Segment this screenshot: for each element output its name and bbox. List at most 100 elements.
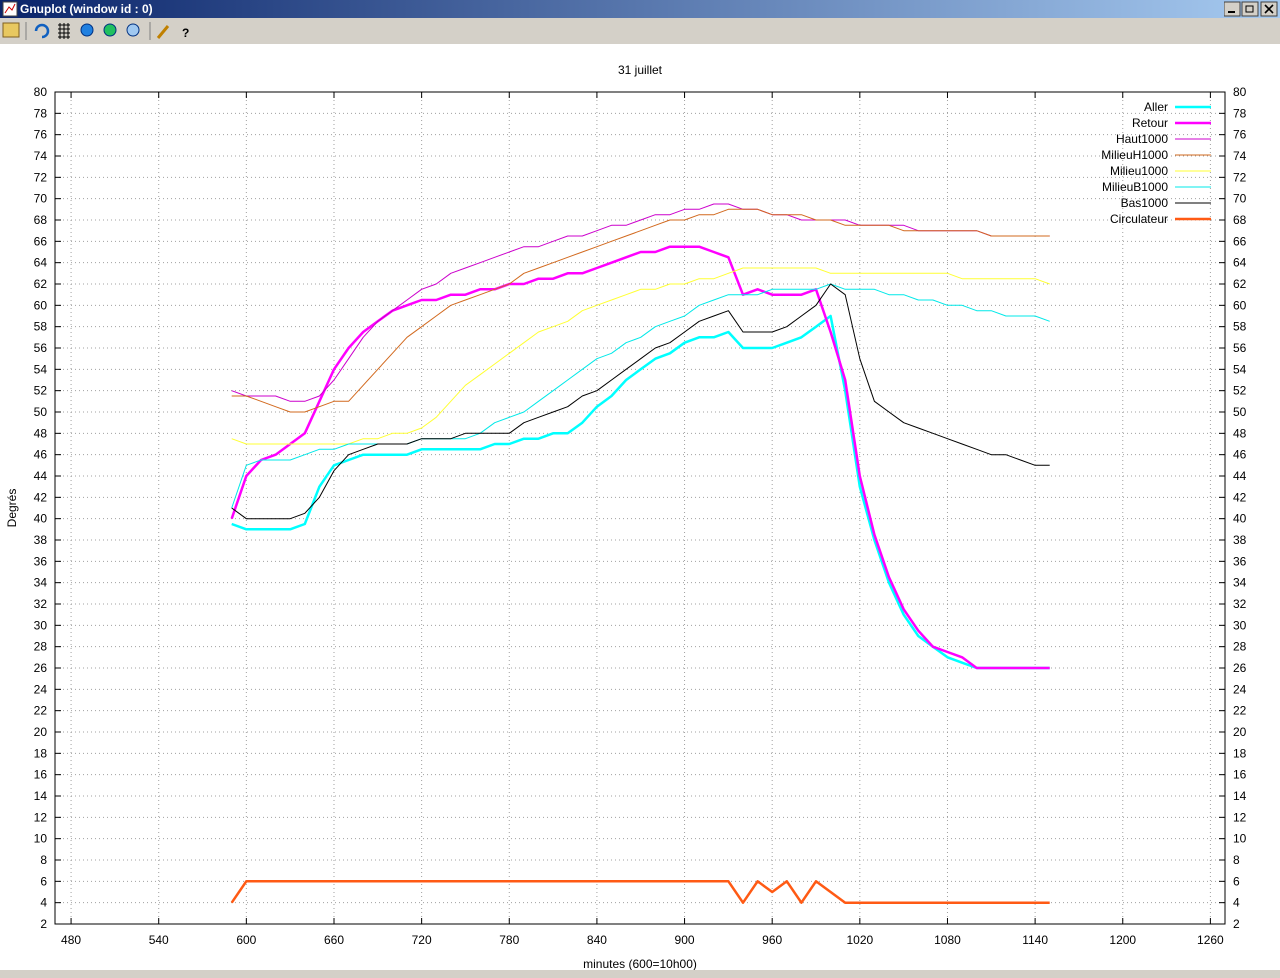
y2-tick-label: 70	[1233, 192, 1247, 206]
series-line	[231, 203, 1050, 402]
y-tick-label: 76	[34, 128, 48, 142]
y2-tick-label: 56	[1233, 341, 1247, 355]
legend-label: Bas1000	[1121, 196, 1169, 210]
y2-tick-label: 64	[1233, 256, 1247, 270]
x-tick-label: 840	[587, 933, 607, 947]
legend-label: Haut1000	[1116, 132, 1168, 146]
y-tick-label: 48	[34, 426, 48, 440]
y-tick-label: 78	[34, 106, 48, 120]
x-tick-label: 900	[675, 933, 695, 947]
series-line	[230, 880, 1050, 904]
y-tick-label: 22	[34, 704, 48, 718]
y2-tick-label: 30	[1233, 618, 1247, 632]
y2-tick-label: 68	[1233, 213, 1247, 227]
x-tick-label: 720	[412, 933, 432, 947]
y2-tick-label: 10	[1233, 832, 1247, 846]
y2-tick-label: 58	[1233, 320, 1247, 334]
y-tick-label: 56	[34, 341, 48, 355]
x-tick-label: 1080	[934, 933, 961, 947]
legend-label: Milieu1000	[1110, 164, 1168, 178]
x-tick-label: 1200	[1109, 933, 1136, 947]
window-title: Gnuplot (window id : 0)	[20, 2, 153, 16]
y-tick-label: 54	[34, 362, 48, 376]
y2-tick-label: 14	[1233, 789, 1247, 803]
x-tick-label: 1260	[1197, 933, 1224, 947]
zoom-next-button[interactable]	[103, 23, 117, 37]
plot-frame	[54, 91, 1226, 925]
series-line	[230, 245, 1050, 670]
chart-title: 31 juillet	[618, 63, 663, 77]
restore[interactable]	[1241, 1, 1259, 17]
y2-tick-label: 60	[1233, 298, 1247, 312]
chart: 31 juillet minutes (600=10h00) Degrés 24…	[0, 44, 1280, 970]
series-line	[231, 283, 1050, 509]
y-tick-label: 40	[34, 512, 48, 526]
y2-tick-label: 24	[1233, 682, 1247, 696]
y2-tick-label: 52	[1233, 384, 1247, 398]
autoscale-button[interactable]	[126, 23, 140, 37]
legend-label: Circulateur	[1110, 212, 1168, 226]
y-tick-label: 24	[34, 682, 48, 696]
y2-tick-label: 44	[1233, 469, 1247, 483]
series-line	[231, 208, 1050, 413]
y2-tick-label: 38	[1233, 533, 1247, 547]
y-tick-label: 8	[40, 853, 47, 867]
help-button[interactable]: ?	[182, 26, 189, 40]
y2-tick-label: 66	[1233, 234, 1247, 248]
minimize[interactable]	[1224, 1, 1241, 17]
y2-tick-label: 4	[1233, 896, 1240, 910]
y-tick-label: 14	[34, 789, 48, 803]
app-icon	[2, 1, 18, 17]
y-tick-label: 70	[34, 192, 48, 206]
y2-tick-label: 50	[1233, 405, 1247, 419]
y-tick-label: 16	[34, 768, 48, 782]
y2-tick-label: 18	[1233, 746, 1247, 760]
grid-button[interactable]	[58, 23, 70, 39]
x-tick-label: 540	[149, 933, 169, 947]
y-tick-label: 26	[34, 661, 48, 675]
replot-button[interactable]	[34, 23, 50, 39]
options-button[interactable]	[156, 25, 170, 39]
series-line	[231, 314, 1050, 670]
legend-label: MilieuB1000	[1102, 180, 1168, 194]
y2-tick-label: 16	[1233, 768, 1247, 782]
y-tick-label: 60	[34, 298, 48, 312]
y-tick-label: 64	[34, 256, 48, 270]
toolbar: ?	[0, 18, 1280, 45]
y-tick-label: 80	[34, 85, 48, 99]
x-tick-label: 1140	[1022, 933, 1048, 947]
y-tick-label: 28	[34, 640, 48, 654]
y-tick-label: 68	[34, 213, 48, 227]
x-tick-label: 1020	[846, 933, 873, 947]
y2-tick-label: 46	[1233, 448, 1247, 462]
y-tick-label: 6	[40, 874, 47, 888]
y2-tick-label: 48	[1233, 426, 1247, 440]
y-tick-label: 10	[34, 832, 48, 846]
series-line	[231, 267, 1050, 445]
window-controls[interactable]	[1224, 1, 1278, 17]
y2-tick-label: 74	[1233, 149, 1247, 163]
y2-tick-label: 2	[1233, 917, 1240, 931]
x-tick-label: 600	[236, 933, 256, 947]
y-tick-label: 32	[34, 597, 48, 611]
title-bar: Gnuplot (window id : 0)	[0, 0, 1280, 18]
y2-tick-label: 8	[1233, 853, 1240, 867]
y2-tick-label: 40	[1233, 512, 1247, 526]
x-tick-label: 780	[499, 933, 519, 947]
y-axis-label: Degrés	[5, 489, 19, 528]
copy-button[interactable]	[2, 22, 20, 38]
y-tick-label: 72	[34, 170, 48, 184]
y2-tick-label: 6	[1233, 874, 1240, 888]
y2-tick-label: 34	[1233, 576, 1247, 590]
y-tick-label: 30	[34, 618, 48, 632]
y-tick-label: 46	[34, 448, 48, 462]
y-tick-label: 58	[34, 320, 48, 334]
x-tick-label: 660	[324, 933, 344, 947]
y2-tick-label: 78	[1233, 106, 1247, 120]
zoom-prev-button[interactable]	[80, 23, 94, 37]
y-tick-label: 52	[34, 384, 48, 398]
y-tick-label: 66	[34, 234, 48, 248]
x-tick-label: 480	[61, 933, 81, 947]
legend-label: MilieuH1000	[1101, 148, 1168, 162]
